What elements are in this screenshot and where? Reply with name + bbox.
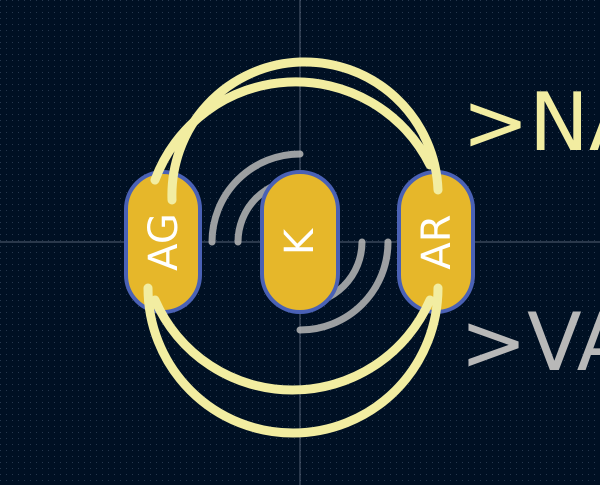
silk-inner-arc-bottom [143,283,443,438]
pad-ag[interactable]: AG [124,170,202,314]
silkscreen-layer [143,57,443,438]
fab-arc-3 [296,238,392,334]
pad-k-shape[interactable] [260,170,340,314]
silk-inner-arc-top [167,57,443,205]
silk-outer-arc-bottom [150,295,435,395]
pad-ar-label: AR [414,214,460,269]
pad-ar[interactable]: AR [397,170,475,314]
value-text[interactable]: >VA [460,296,600,389]
pad-k-label: K [277,227,323,255]
fab-arc-1 [208,150,304,246]
pad-ag-label: AG [141,213,187,271]
pad-k[interactable]: K [260,170,340,314]
reference-designator[interactable]: >NA [462,76,600,169]
silk-outer-arc-top [150,77,435,185]
